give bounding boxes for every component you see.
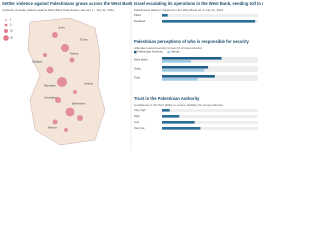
bar (162, 121, 195, 124)
bar-track (162, 14, 258, 17)
map-legend: 1 5 10 20 (3, 18, 14, 41)
map: 1 5 10 20 Jenin Tubas Nablus Qalqilya Ra… (3, 18, 106, 146)
place-label: Bethlehem (72, 102, 86, 106)
place-label: Hebron (48, 126, 58, 130)
chart-title: Palestinian perceptions of who is respon… (134, 39, 250, 44)
bar (162, 75, 215, 78)
bar (162, 14, 168, 17)
category-label: Very high (134, 108, 146, 112)
bar-track (162, 115, 258, 118)
legend-label: 5 (10, 23, 12, 27)
bar (162, 109, 170, 112)
place-label: Jericho (84, 82, 93, 86)
place-label: Jenin (58, 26, 65, 30)
bar-track (162, 57, 258, 63)
bar (162, 60, 191, 63)
category-label: Total (134, 76, 140, 80)
bar-track (162, 127, 258, 130)
legend-swatch (167, 50, 170, 54)
bar (162, 127, 201, 130)
incident-dots (43, 32, 83, 132)
bar (162, 78, 198, 81)
chart-subtitle: Confidence in the PA's ability to ensure… (134, 103, 223, 107)
legend-label: 10 (10, 29, 14, 33)
place-label: Ramallah (44, 84, 56, 88)
legend-swatch (134, 50, 137, 54)
bar (162, 66, 209, 69)
bar-track (162, 75, 258, 81)
chart-subtitle: Attitudes toward security forces (% of r… (134, 46, 202, 50)
bar (162, 57, 222, 60)
category-label: Very low (134, 126, 146, 130)
bar (162, 20, 256, 23)
place-label: Tubas (80, 38, 88, 42)
category-label: High (134, 114, 140, 118)
chart-subtitle: Palestinians killed or detained in the W… (134, 8, 223, 12)
infographic: Settler violence against Palestinians gr… (0, 0, 263, 150)
category-label: Detained (134, 19, 146, 23)
bar-track (162, 121, 258, 124)
chart-title: Trust in the Palestinian Authority (134, 96, 200, 101)
legend-label: Hamas (171, 50, 180, 54)
category-label: Gaza (134, 67, 141, 71)
place-label: Nablus (70, 52, 79, 56)
bar (162, 115, 180, 118)
map-subtitle: Incidents of settler attacks against Wes… (2, 8, 114, 12)
bar-track (162, 109, 258, 112)
chart-title: Israel escalating its operations in the … (134, 1, 263, 6)
map-title: Settler violence against Palestinians gr… (2, 1, 133, 6)
place-label: Jerusalem (44, 96, 58, 100)
legend-label: Palestinian Authority (138, 50, 164, 54)
category-label: West Bank (134, 58, 148, 62)
category-label: Low (134, 120, 140, 124)
legend-label: 1 (10, 18, 12, 22)
place-label: Qalqilya (32, 60, 43, 64)
legend-label: 20 (10, 36, 14, 40)
bar-track (162, 66, 258, 72)
category-label: Killed (134, 13, 141, 17)
bar (162, 69, 205, 72)
